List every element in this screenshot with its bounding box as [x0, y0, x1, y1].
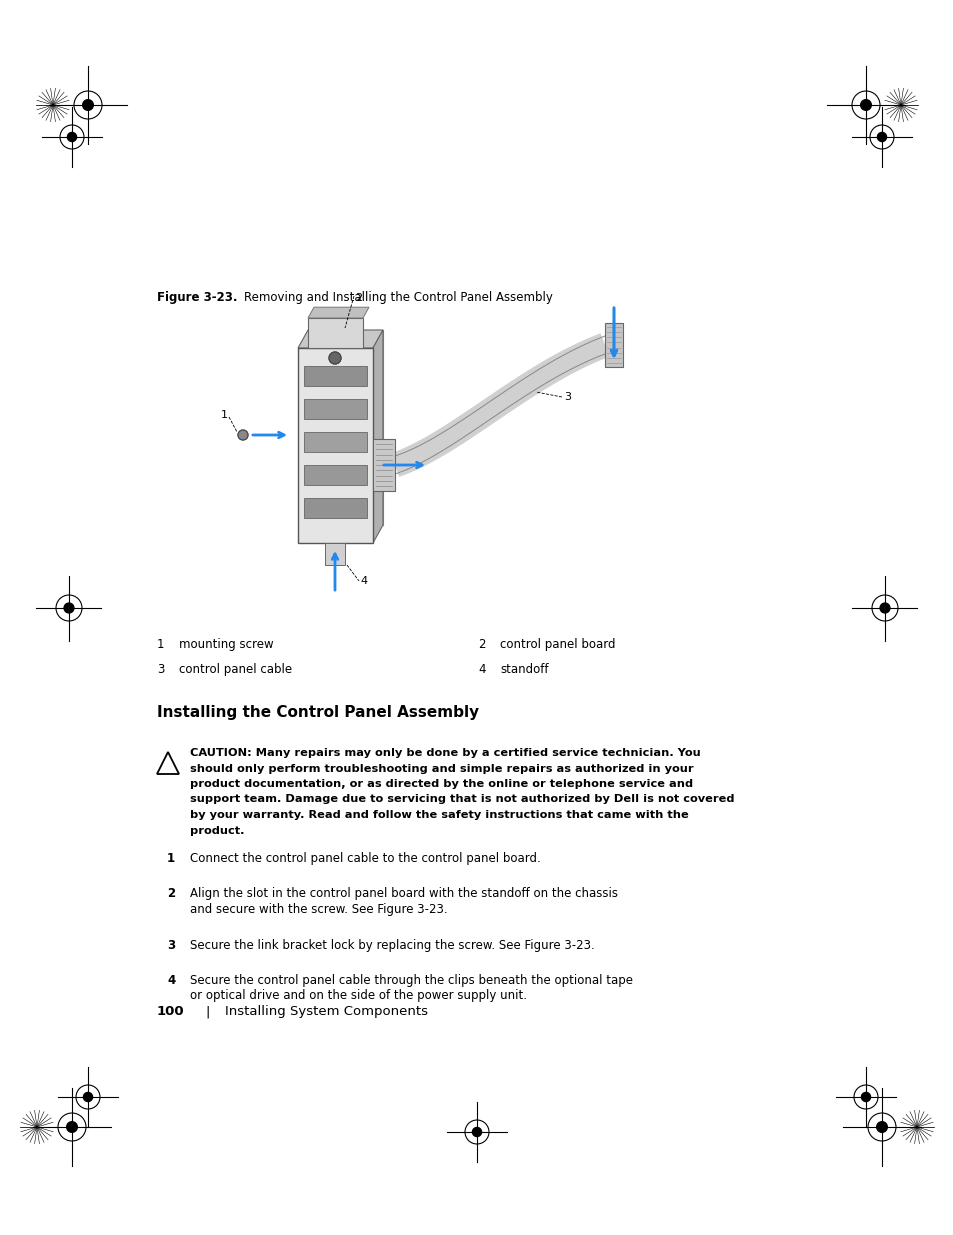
- Text: Installing System Components: Installing System Components: [225, 1005, 428, 1018]
- Text: support team. Damage due to servicing that is not authorized by Dell is not cove: support team. Damage due to servicing th…: [190, 794, 734, 804]
- Text: 1: 1: [221, 410, 228, 420]
- Polygon shape: [373, 438, 395, 492]
- Text: product documentation, or as directed by the online or telephone service and: product documentation, or as directed by…: [190, 779, 693, 789]
- Polygon shape: [297, 348, 373, 543]
- Text: 3: 3: [167, 939, 175, 952]
- Circle shape: [861, 1093, 870, 1102]
- Polygon shape: [373, 330, 382, 543]
- Text: or optical drive and on the side of the power supply unit.: or optical drive and on the side of the …: [190, 989, 526, 1003]
- Text: 1: 1: [157, 638, 164, 651]
- Circle shape: [67, 1121, 77, 1132]
- Text: mounting screw: mounting screw: [179, 638, 274, 651]
- Text: should only perform troubleshooting and simple repairs as authorized in your: should only perform troubleshooting and …: [190, 763, 693, 773]
- Bar: [325, 543, 345, 564]
- Text: CAUTION: Many repairs may only be done by a certified service technician. You: CAUTION: Many repairs may only be done b…: [190, 748, 700, 758]
- Polygon shape: [157, 752, 179, 774]
- Text: 3: 3: [563, 391, 571, 403]
- Text: by your warranty. Read and follow the safety instructions that came with the: by your warranty. Read and follow the sa…: [190, 810, 688, 820]
- Bar: [304, 399, 367, 419]
- Text: |: |: [205, 1005, 209, 1018]
- Text: Figure 3-23.: Figure 3-23.: [157, 291, 237, 304]
- Circle shape: [83, 1093, 92, 1102]
- Bar: [304, 466, 367, 485]
- Text: !: !: [166, 761, 171, 771]
- Text: product.: product.: [190, 825, 244, 836]
- Bar: [304, 498, 367, 517]
- Text: Align the slot in the control panel board with the standoff on the chassis: Align the slot in the control panel boar…: [190, 887, 618, 900]
- Polygon shape: [604, 324, 622, 367]
- Bar: [304, 366, 367, 387]
- Text: 4: 4: [477, 663, 485, 676]
- Text: 4: 4: [167, 974, 175, 987]
- Text: control panel cable: control panel cable: [179, 663, 292, 676]
- Text: 3: 3: [157, 663, 164, 676]
- Text: Connect the control panel cable to the control panel board.: Connect the control panel cable to the c…: [190, 852, 540, 864]
- Polygon shape: [308, 330, 382, 525]
- Circle shape: [879, 603, 889, 613]
- Text: 2: 2: [477, 638, 485, 651]
- Text: 2: 2: [355, 293, 362, 303]
- Text: and secure with the screw. See Figure 3-23.: and secure with the screw. See Figure 3-…: [190, 903, 447, 915]
- Polygon shape: [297, 330, 382, 348]
- Circle shape: [329, 352, 340, 364]
- Polygon shape: [308, 308, 369, 317]
- Text: standoff: standoff: [499, 663, 548, 676]
- Text: 4: 4: [359, 576, 367, 585]
- Text: 2: 2: [167, 887, 175, 900]
- Circle shape: [68, 132, 76, 142]
- Text: 1: 1: [167, 852, 175, 864]
- Circle shape: [472, 1128, 481, 1136]
- Circle shape: [237, 430, 248, 440]
- Text: 100: 100: [157, 1005, 185, 1018]
- Text: Secure the link bracket lock by replacing the screw. See Figure 3-23.: Secure the link bracket lock by replacin…: [190, 939, 594, 952]
- Text: Installing the Control Panel Assembly: Installing the Control Panel Assembly: [157, 705, 478, 720]
- Text: control panel board: control panel board: [499, 638, 615, 651]
- Circle shape: [860, 100, 870, 110]
- Polygon shape: [308, 317, 363, 348]
- Circle shape: [876, 1121, 886, 1132]
- Circle shape: [877, 132, 885, 142]
- Text: Removing and Installing the Control Panel Assembly: Removing and Installing the Control Pane…: [229, 291, 553, 304]
- Text: Secure the control panel cable through the clips beneath the optional tape: Secure the control panel cable through t…: [190, 974, 633, 987]
- Circle shape: [64, 603, 74, 613]
- Circle shape: [83, 100, 93, 110]
- Bar: [304, 432, 367, 452]
